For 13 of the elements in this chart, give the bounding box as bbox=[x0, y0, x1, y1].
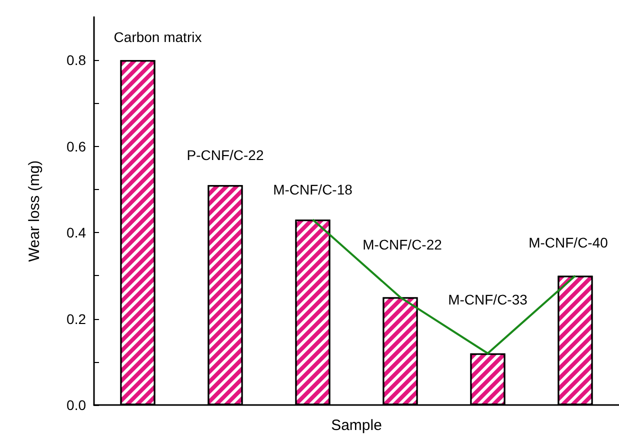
annotation: M-CNF/C-33 bbox=[448, 291, 528, 308]
x-axis-title: Sample bbox=[331, 417, 382, 434]
annotation: M-CNF/C-40 bbox=[528, 234, 608, 251]
annotation: P-CNF/C-22 bbox=[186, 147, 264, 164]
y-tick-label: 0.6 bbox=[66, 138, 86, 154]
y-tick-label: 0.4 bbox=[66, 224, 86, 241]
annotation: M-CNF/C-18 bbox=[273, 182, 353, 198]
annotation: Carbon matrix bbox=[114, 29, 202, 46]
annotation: M-CNF/C-22 bbox=[362, 236, 442, 252]
y-tick-label: 0.2 bbox=[66, 310, 86, 327]
y-tick-label: 0.0 bbox=[66, 397, 86, 414]
y-axis-title: Wear loss (mg) bbox=[26, 160, 43, 262]
y-tick-label: 0.8 bbox=[66, 52, 86, 68]
